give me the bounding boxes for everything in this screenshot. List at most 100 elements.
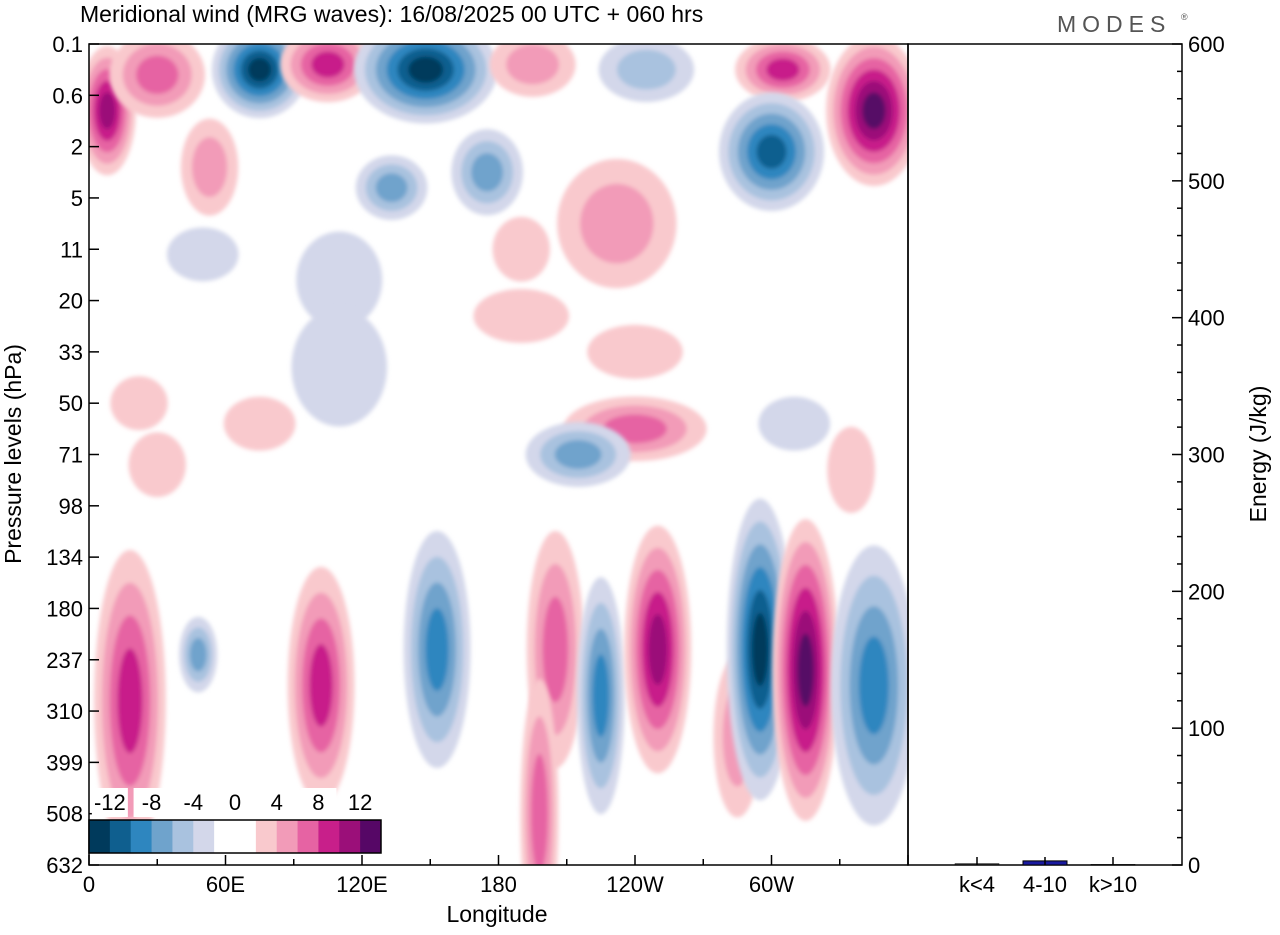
- colorbar-cell: [255, 820, 278, 853]
- colorbar-cell: [151, 820, 173, 853]
- logo-text: MODES: [1057, 11, 1171, 37]
- contour-level: [425, 608, 449, 691]
- energy-category-label: k<4: [959, 872, 995, 897]
- contour-level: [223, 396, 296, 451]
- contour-region: [109, 44, 206, 118]
- contour-level: [375, 173, 408, 203]
- colorbar-cells: [88, 819, 382, 854]
- x-tick-label: 0: [83, 872, 95, 897]
- contour-region: [223, 396, 296, 451]
- contour-level: [471, 153, 504, 192]
- contour-level: [862, 92, 886, 129]
- contour-level: [128, 432, 186, 498]
- contour-region: [772, 519, 840, 821]
- colorbar-cell: [297, 820, 319, 853]
- contour-region: [758, 396, 831, 451]
- colorbar-label-bg: [300, 788, 337, 817]
- colorbar-label-bg: [91, 788, 128, 817]
- energy-tick-label: 100: [1188, 716, 1225, 741]
- pressure-axis: 0.1 0.6 2 5 11 20 33 50 71 98 134 180 237 310 399 508 63…: [46, 32, 99, 878]
- energy-tick-label: 400: [1188, 306, 1225, 331]
- contour-region: [180, 118, 239, 216]
- energy-axis: 0 100 200 300 400 500 600: [1172, 32, 1225, 878]
- colorbar-cell: [214, 820, 236, 853]
- colorbar-label: 0: [229, 790, 241, 815]
- contour-region: [179, 616, 218, 693]
- contour-region: [110, 376, 168, 431]
- contour-region: [166, 227, 239, 282]
- contour-region: [355, 155, 428, 221]
- contour-level: [248, 57, 272, 82]
- energy-tick-label: 0: [1188, 853, 1200, 878]
- contour-region: [826, 44, 908, 187]
- colorbar: -12 -8 -4 0 4 8 12: [88, 788, 382, 854]
- contour-level: [296, 231, 383, 329]
- contour-region: [296, 231, 383, 329]
- contour-region: [587, 324, 683, 379]
- contour-level: [580, 183, 654, 264]
- contour-level: [166, 227, 239, 282]
- contour-region: [598, 44, 695, 102]
- colorbar-cell: [172, 820, 194, 853]
- contour-region: [94, 549, 166, 852]
- contour-level: [189, 637, 207, 672]
- contour-level: [542, 596, 569, 703]
- y-tick-label: 33: [59, 340, 83, 365]
- energy-category-label: k>10: [1089, 872, 1137, 897]
- contour-level: [110, 376, 168, 431]
- colorbar-label: -8: [142, 790, 162, 815]
- y-tick-label: 71: [59, 443, 83, 468]
- energy-tick-label: 500: [1188, 169, 1225, 194]
- contour-level: [592, 654, 610, 737]
- y-tick-label: 134: [46, 545, 83, 570]
- energy-axis-label: Energy (J/kg): [1245, 386, 1271, 523]
- contour-level: [530, 753, 548, 865]
- contour-region: [735, 44, 831, 102]
- contour-level: [648, 614, 668, 685]
- x-tick-label: 60W: [749, 872, 794, 897]
- y-tick-label: 2: [71, 135, 83, 160]
- y-tick-label: 399: [46, 750, 83, 775]
- contour-level: [758, 396, 831, 451]
- colorbar-cell: [276, 820, 299, 853]
- energy-frame: [907, 43, 1183, 866]
- contour-region: [830, 545, 908, 826]
- modes-logo: MODES ®: [1057, 11, 1188, 37]
- y-tick-label: 0.1: [52, 32, 83, 57]
- colorbar-cell: [109, 820, 132, 853]
- contour-level: [291, 308, 388, 427]
- y-tick-label: 11: [60, 237, 83, 262]
- contour-region: [557, 158, 677, 289]
- contour-level: [616, 49, 676, 90]
- colorbar-cell: [339, 820, 361, 853]
- contour-region: [354, 44, 498, 124]
- energy-panel: 0 100 200 300 400 500 600 k<4 4-10 k>10 Energy (…: [907, 32, 1271, 897]
- contour-level: [99, 92, 116, 130]
- contour-level: [311, 51, 345, 78]
- contour-level: [827, 426, 876, 513]
- colorbar-label: -12: [94, 790, 126, 815]
- energy-tick-label: 300: [1188, 443, 1225, 468]
- x-tick-label: 180: [480, 872, 517, 897]
- contour-level: [756, 134, 787, 169]
- contour-level: [473, 289, 570, 343]
- colorbar-label: 12: [348, 790, 372, 815]
- contour-level: [752, 612, 769, 687]
- y-tick-label: 5: [71, 186, 83, 211]
- colorbar-label-bg: [217, 788, 253, 817]
- colorbar-cell: [235, 820, 257, 853]
- energy-tick-label: 600: [1188, 32, 1225, 57]
- contour-level: [766, 58, 800, 81]
- contour-region: [827, 426, 876, 513]
- contour-level: [858, 636, 889, 735]
- y-tick-label: 237: [46, 648, 83, 673]
- colorbar-label-bg: [258, 788, 295, 817]
- contour-region: [525, 422, 631, 487]
- y-tick-label: 508: [46, 802, 83, 827]
- contour-region: [128, 432, 186, 498]
- colorbar-label-bg: [133, 788, 170, 817]
- x-axis-label: Longitude: [446, 901, 547, 927]
- y-axis-label: Pressure levels (hPa): [0, 344, 26, 564]
- y-tick-label: 98: [59, 494, 83, 519]
- colorbar-label: -4: [184, 790, 204, 815]
